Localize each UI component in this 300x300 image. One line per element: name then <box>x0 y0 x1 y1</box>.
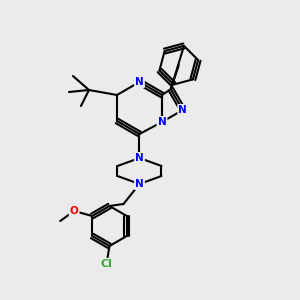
Text: N: N <box>158 117 166 127</box>
Text: Cl: Cl <box>100 259 112 269</box>
Text: O: O <box>70 206 79 216</box>
Text: N: N <box>135 77 144 87</box>
Text: N: N <box>178 105 187 115</box>
Text: N: N <box>135 179 144 189</box>
Text: N: N <box>135 153 144 163</box>
